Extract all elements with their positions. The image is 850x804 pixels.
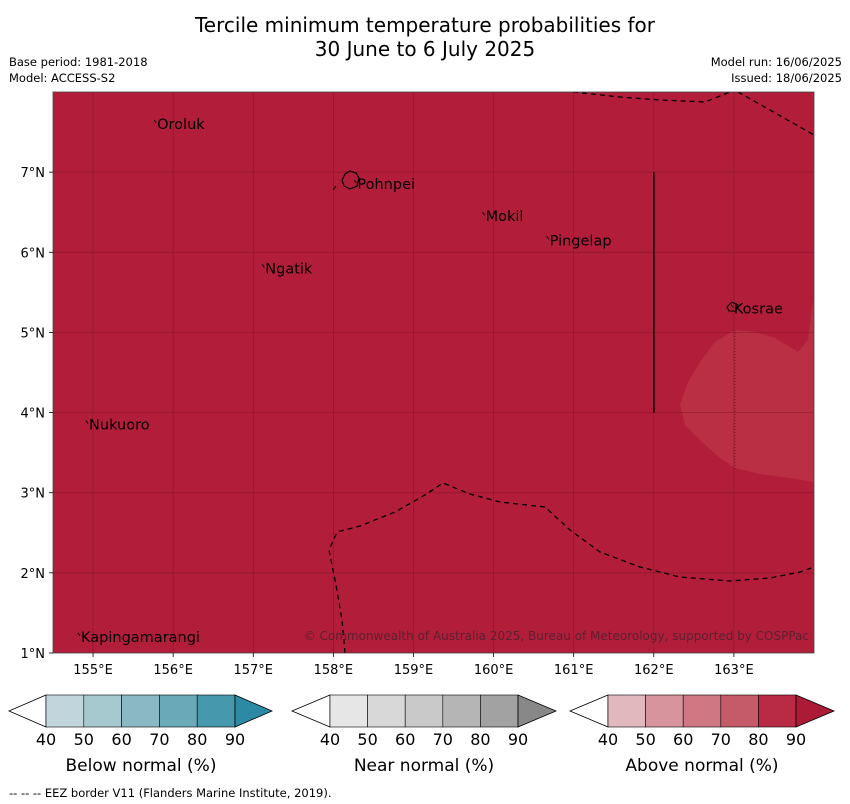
place-label: Kapingamarangi — [81, 630, 200, 646]
lat-tick-label: 5°N — [21, 326, 46, 341]
colorbar-above-segment — [682, 694, 722, 728]
colorbar-below-segment — [196, 694, 236, 728]
colorbar-above-segment — [720, 694, 759, 728]
colorbar-near-tick: 90 — [508, 730, 528, 749]
colorbar-above-tick: 60 — [673, 730, 693, 749]
eez-footer-note: -- -- -- EEZ border V11 (Flanders Marine… — [9, 786, 332, 800]
colorbar-above-min-arrow — [568, 694, 609, 728]
colorbar-above-tick: 40 — [598, 730, 618, 749]
place-label: Pingelap — [550, 233, 612, 249]
place-label: Kosrae — [734, 301, 783, 317]
colorbar-title-above: Above normal (%) — [625, 756, 779, 776]
eez-border-south — [328, 482, 814, 653]
pohnpei-islet-mark — [332, 185, 337, 191]
map-layer: Oroluk Pohnpei Mokil Pingelap Ngatik Kosrae Nu… — [21, 91, 815, 678]
place-label: Nukuoro — [89, 418, 150, 434]
lat-tick-label: 1°N — [21, 647, 46, 662]
place-marker — [730, 304, 734, 308]
colorbar-below-tick: 40 — [36, 730, 56, 749]
colorbar-layer: 40 50 60 70 80 90 40 50 60 70 80 90 40 50 60 70 80 90 — [7, 694, 836, 749]
map-frame — [52, 91, 815, 654]
lighter-probability-patch — [680, 295, 814, 482]
colorbar-above-tick: 80 — [748, 730, 768, 749]
colorbar-near-tick: 70 — [433, 730, 453, 749]
colorbar-below-segment — [45, 694, 85, 728]
copyright-text: © Commonwealth of Australia 2025, Bureau… — [304, 629, 809, 643]
colorbar-below-tick: 60 — [111, 730, 131, 749]
colorbar-above-segment — [758, 694, 797, 728]
probability-field — [53, 92, 814, 653]
title-line-2: 30 June to 6 July 2025 — [314, 37, 536, 61]
place-marker — [546, 236, 550, 240]
colorbar-below-tick: 70 — [149, 730, 169, 749]
colorbar-near-segment — [404, 694, 444, 728]
lat-tick-label: 4°N — [21, 407, 46, 422]
lon-tick-label: 159°E — [394, 663, 434, 678]
colorbar-above-tick: 70 — [711, 730, 731, 749]
colorbar-below-segment — [121, 694, 160, 728]
eez-border-north — [572, 92, 731, 103]
colorbar-near-max-arrow — [517, 694, 558, 728]
lat-tick-label: 7°N — [21, 166, 46, 181]
colorbar-near-segment — [329, 694, 368, 728]
chart-title: Tercile minimum temperature probabilitie… — [0, 13, 850, 61]
place-label: Mokil — [486, 209, 524, 225]
lon-tick-label: 158°E — [314, 663, 354, 678]
colorbar-below-tick: 50 — [74, 730, 94, 749]
issued-text: Issued: 18/06/2025 — [731, 71, 842, 85]
eez-border-northeast — [737, 92, 814, 136]
colorbar-above-tick: 50 — [635, 730, 655, 749]
colorbar-above-max-arrow — [795, 694, 836, 728]
lon-tick-label: 163°E — [714, 663, 754, 678]
colorbar-below-tick: 80 — [187, 730, 207, 749]
title-line-1: Tercile minimum temperature probabilitie… — [194, 13, 656, 37]
colorbar-below-tick: 90 — [225, 730, 245, 749]
model-run-text: Model run: 16/06/2025 — [710, 55, 842, 69]
lon-tick-label: 156°E — [153, 663, 193, 678]
colorbar-near-min-arrow — [290, 694, 331, 728]
colorbar-title-below: Below normal (%) — [65, 756, 217, 776]
place-marker — [85, 420, 89, 424]
place-marker — [261, 264, 265, 268]
place-marker — [354, 179, 357, 184]
colorbar-below-segment — [159, 694, 198, 728]
base-period-text: Base period: 1981-2018 — [9, 55, 148, 69]
lon-tick-label: 162°E — [634, 663, 674, 678]
lat-tick-label: 3°N — [21, 487, 46, 502]
colorbar-near-segment — [480, 694, 519, 728]
colorbar-near-tick: 60 — [395, 730, 415, 749]
colorbar-below-segment — [83, 694, 122, 728]
place-label: Ngatik — [265, 261, 313, 277]
lat-tick-label: 6°N — [21, 246, 46, 261]
place-marker — [77, 632, 81, 637]
colorbar-near-tick: 80 — [470, 730, 490, 749]
colorbar-near-tick: 40 — [320, 730, 340, 749]
place-label: Oroluk — [157, 117, 205, 133]
place-marker — [153, 119, 157, 124]
lon-tick-label: 157°E — [233, 663, 273, 678]
colorbar-above-segment — [645, 694, 684, 728]
place-marker — [482, 211, 485, 216]
lon-tick-label: 155°E — [73, 663, 113, 678]
kosrae-outline — [726, 301, 739, 312]
lon-tick-label: 161°E — [554, 663, 594, 678]
lat-tick-label: 2°N — [21, 567, 46, 582]
colorbar-above-tick: 90 — [786, 730, 806, 749]
colorbar-below-min-arrow — [7, 694, 47, 728]
colorbar-near-segment — [442, 694, 481, 728]
lon-tick-label: 160°E — [474, 663, 514, 678]
colorbar-above-segment — [607, 694, 646, 728]
colorbar-near-segment — [367, 694, 406, 728]
map-inner: Oroluk Pohnpei Mokil Pingelap Ngatik Kosrae Nu… — [53, 92, 814, 653]
colorbar-below-max-arrow — [234, 694, 274, 728]
place-label: Pohnpei — [357, 177, 415, 193]
meta-right: Model run: 16/06/2025 Issued: 18/06/2025 — [711, 54, 842, 86]
model-text: Model: ACCESS-S2 — [9, 71, 116, 85]
meta-left: Base period: 1981-2018 Model: ACCESS-S2 — [9, 54, 148, 86]
colorbar-title-near: Near normal (%) — [353, 756, 495, 776]
colorbar-near-tick: 50 — [357, 730, 377, 749]
pohnpei-outline — [341, 170, 360, 190]
